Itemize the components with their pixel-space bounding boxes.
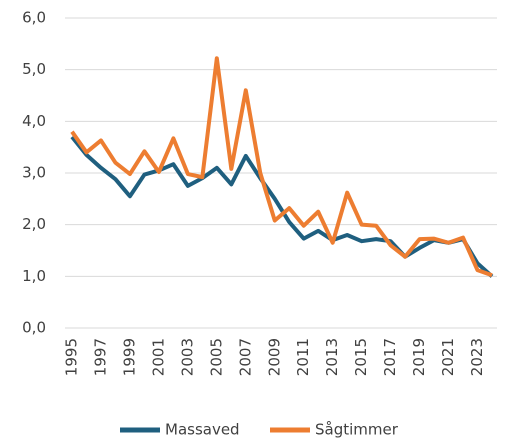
x-tick-label: 2017 (381, 338, 399, 376)
x-tick-label: 1997 (91, 338, 109, 376)
x-tick-label: 2021 (439, 338, 457, 376)
y-tick-label: 3,0 (22, 164, 46, 182)
x-tick-label: 2015 (352, 338, 370, 376)
x-tick-label: 2019 (410, 338, 428, 376)
y-tick-label: 6,0 (22, 9, 46, 27)
series-line (70, 135, 494, 278)
x-tick-label: 2001 (149, 338, 167, 376)
legend-label: Massaved (165, 421, 240, 439)
y-tick-label: 1,0 (22, 267, 46, 285)
x-tick-label: 2005 (207, 338, 225, 376)
x-tick-label: 2003 (178, 338, 196, 376)
series-line (70, 56, 493, 278)
y-tick-label: 0,0 (22, 319, 46, 337)
y-tick-label: 2,0 (22, 215, 46, 233)
x-tick-label: 2007 (236, 338, 254, 376)
y-tick-label: 5,0 (22, 60, 46, 78)
x-tick-label: 2009 (265, 338, 283, 376)
x-tick-label: 2013 (323, 338, 341, 376)
y-tick-label: 4,0 (22, 112, 46, 130)
x-tick-label: 1995 (63, 338, 81, 376)
x-tick-label: 2011 (294, 338, 312, 376)
legend-label: Sågtimmer (315, 421, 399, 439)
x-tick-label: 1999 (120, 338, 138, 376)
x-tick-label: 2023 (468, 338, 486, 376)
